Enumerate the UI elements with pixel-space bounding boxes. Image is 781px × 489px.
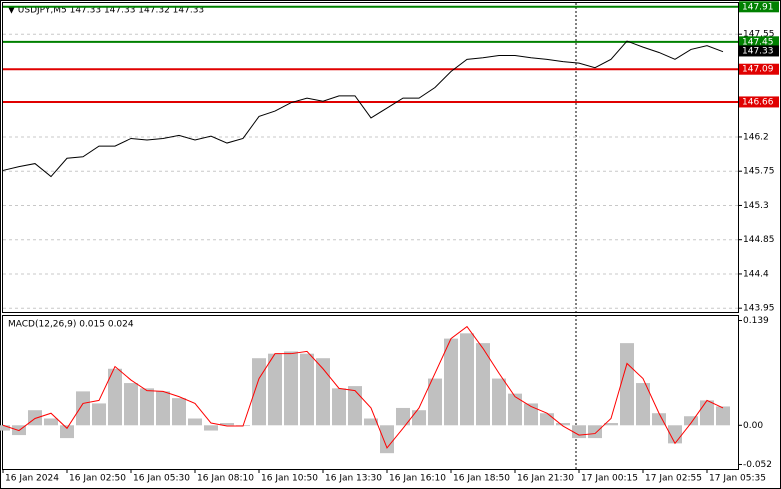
x-tick-label: 16 Jan 10:50	[261, 474, 318, 484]
level-box	[739, 63, 779, 75]
y-tick-label: -0.052	[743, 460, 772, 470]
x-tick-label: 16 Jan 18:50	[453, 474, 510, 484]
macd-bar	[76, 391, 90, 426]
level-label: 146.66	[742, 97, 774, 107]
macd-bar	[44, 418, 58, 426]
x-tick-label: 16 Jan 2024	[5, 474, 59, 484]
macd-bar	[604, 423, 618, 426]
x-tick-label: 16 Jan 13:30	[325, 474, 382, 484]
macd-bar	[60, 425, 74, 439]
macd-bar	[284, 351, 298, 426]
macd-bar	[172, 398, 186, 426]
macd-bar	[268, 353, 282, 426]
macd-bar	[428, 378, 442, 426]
macd-bar	[396, 407, 410, 426]
macd-bar	[108, 368, 122, 426]
macd-bar	[188, 418, 202, 426]
x-tick-label: 16 Jan 02:50	[69, 474, 126, 484]
y-tick-label: 147.55	[743, 30, 775, 40]
macd-bar	[332, 388, 346, 426]
y-tick-label: 144.85	[743, 235, 775, 245]
macd-bar	[476, 343, 490, 426]
level-box	[739, 96, 779, 108]
x-tick-label: 16 Jan 05:30	[133, 474, 190, 484]
macd-bar	[348, 386, 362, 426]
macd-bar	[140, 388, 154, 426]
macd-bar	[252, 358, 266, 426]
macd-bar	[652, 413, 666, 426]
last-price-label: 147.33	[742, 46, 774, 56]
macd-title: MACD(12,26,9) 0.015 0.024	[8, 320, 134, 330]
macd-bar	[684, 416, 698, 426]
y-tick-label: 143.95	[743, 304, 775, 314]
macd-bar	[316, 358, 330, 426]
level-box	[739, 1, 779, 13]
macd-bar	[0, 425, 10, 431]
last-price-box	[739, 45, 779, 57]
macd-bar	[716, 406, 730, 426]
y-tick-label: 145.75	[743, 167, 775, 177]
x-tick-label: 16 Jan 16:10	[389, 474, 446, 484]
x-tick-label: 17 Jan 05:35	[709, 474, 766, 484]
x-tick-label: 16 Jan 21:30	[517, 474, 574, 484]
price-panel	[2, 2, 739, 313]
macd-bar	[524, 403, 538, 426]
macd-bar	[124, 383, 138, 426]
macd-bar	[700, 400, 714, 426]
x-tick-label: 17 Jan 02:55	[645, 474, 702, 484]
x-tick-label: 17 Jan 00:15	[581, 474, 638, 484]
macd-bar	[92, 403, 106, 426]
x-tick-label: 16 Jan 08:10	[197, 474, 254, 484]
y-tick-label: 146.2	[743, 132, 769, 142]
macd-bar	[220, 423, 234, 426]
macd-bar	[380, 425, 394, 454]
level-box	[739, 36, 779, 48]
macd-bar	[556, 423, 570, 426]
macd-bar	[412, 410, 426, 426]
macd-bar	[444, 338, 458, 426]
y-tick-label: 145.3	[743, 201, 769, 211]
macd-panel	[2, 315, 739, 470]
signal-line	[2, 325, 724, 449]
macd-bar	[572, 425, 586, 439]
macd-bar	[588, 425, 602, 439]
macd-bar	[492, 378, 506, 426]
macd-bar	[300, 353, 314, 426]
macd-bar	[508, 393, 522, 426]
macd-bar	[204, 425, 218, 431]
level-label: 147.45	[742, 37, 774, 47]
macd-bar	[364, 418, 378, 426]
level-label: 147.09	[742, 65, 774, 75]
macd-bar	[156, 391, 170, 426]
macd-bar	[28, 410, 42, 426]
y-tick-label: 0.139	[743, 316, 769, 326]
macd-bar	[636, 383, 650, 426]
macd-bar	[460, 333, 474, 426]
price-line	[2, 40, 724, 178]
macd-bar	[620, 343, 634, 426]
macd-bar	[540, 413, 554, 426]
y-tick-label: 144.4	[743, 269, 769, 279]
y-tick-label: 0.00	[743, 421, 763, 431]
price-title: ▼ USDJPY,M5 147.33 147.33 147.32 147.33	[8, 6, 204, 16]
level-label: 147.91	[742, 2, 774, 12]
